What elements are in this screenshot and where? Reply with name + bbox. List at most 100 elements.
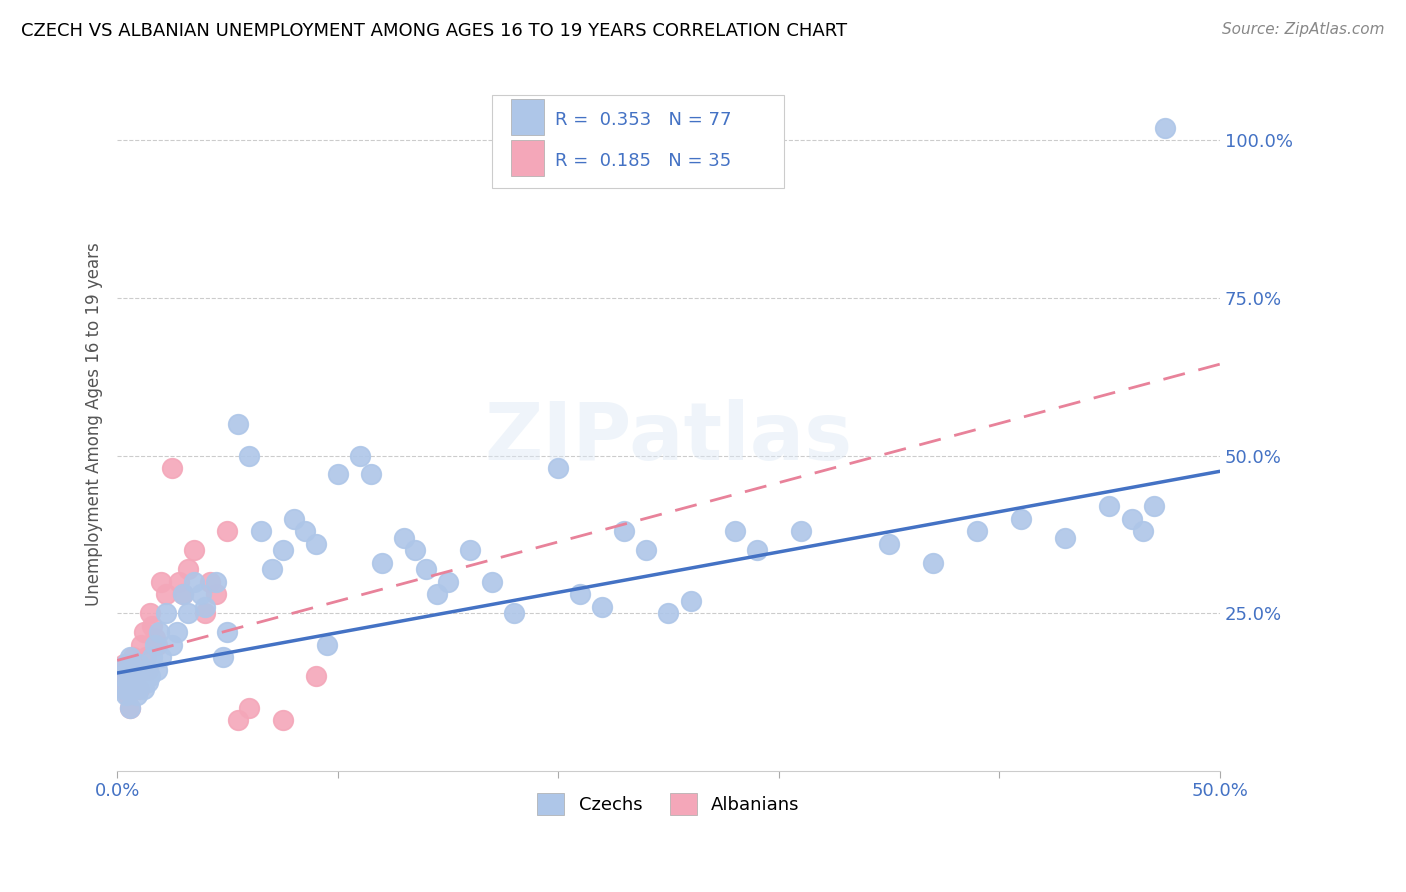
Point <box>966 524 988 539</box>
Bar <box>510 140 544 177</box>
Point <box>124 663 146 677</box>
Point <box>162 638 184 652</box>
Point <box>349 449 371 463</box>
Point <box>183 543 205 558</box>
Point <box>132 681 155 696</box>
Point <box>591 599 613 614</box>
Point <box>547 461 569 475</box>
Point <box>146 663 169 677</box>
Point <box>636 543 658 558</box>
Point <box>503 606 526 620</box>
Point <box>120 675 142 690</box>
Point <box>177 606 200 620</box>
Point <box>172 587 194 601</box>
Point <box>117 688 139 702</box>
Point <box>124 669 146 683</box>
Point <box>117 675 139 690</box>
Point <box>125 663 148 677</box>
Point <box>131 638 153 652</box>
Point <box>143 632 166 646</box>
Point <box>167 574 190 589</box>
Point <box>112 681 135 696</box>
Point <box>141 650 163 665</box>
Text: R =  0.353   N = 77: R = 0.353 N = 77 <box>555 111 731 129</box>
Point <box>217 524 239 539</box>
Point <box>238 449 260 463</box>
Point <box>228 713 250 727</box>
Point <box>115 663 138 677</box>
Point <box>128 681 150 696</box>
Point <box>238 700 260 714</box>
Point <box>146 638 169 652</box>
Point <box>177 562 200 576</box>
Point <box>271 543 294 558</box>
Point <box>437 574 460 589</box>
Point <box>190 587 212 601</box>
Point <box>115 688 138 702</box>
Bar <box>510 99 544 136</box>
Point <box>120 700 142 714</box>
Point <box>166 625 188 640</box>
Point <box>183 574 205 589</box>
Point <box>112 681 135 696</box>
Point <box>135 650 157 665</box>
Point <box>150 574 173 589</box>
Point <box>110 669 132 683</box>
Point <box>228 417 250 431</box>
Point <box>877 537 900 551</box>
Text: ZIPatlas: ZIPatlas <box>484 399 852 477</box>
Point <box>1153 120 1175 135</box>
Point <box>125 688 148 702</box>
Text: Source: ZipAtlas.com: Source: ZipAtlas.com <box>1222 22 1385 37</box>
Point <box>121 675 143 690</box>
Point <box>392 531 415 545</box>
Point <box>110 675 132 690</box>
Point <box>1121 511 1143 525</box>
Point <box>360 467 382 482</box>
Point <box>121 650 143 665</box>
Point <box>121 669 143 683</box>
Point <box>613 524 636 539</box>
Point <box>136 663 159 677</box>
Point <box>108 669 131 683</box>
Point <box>481 574 503 589</box>
Point <box>172 587 194 601</box>
Point <box>249 524 271 539</box>
Point <box>745 543 768 558</box>
Point <box>194 599 217 614</box>
Point <box>117 663 139 677</box>
Point <box>217 625 239 640</box>
Point <box>136 675 159 690</box>
Point <box>569 587 592 601</box>
Point <box>212 650 235 665</box>
Point <box>294 524 316 539</box>
Point <box>1132 524 1154 539</box>
Point <box>131 675 153 690</box>
Point <box>304 669 326 683</box>
Point <box>1054 531 1077 545</box>
Point <box>198 574 221 589</box>
Point <box>790 524 813 539</box>
Point <box>132 625 155 640</box>
Point <box>1010 511 1032 525</box>
Point <box>120 700 142 714</box>
Point <box>112 657 135 671</box>
Point <box>271 713 294 727</box>
Point <box>404 543 426 558</box>
Point <box>148 625 170 640</box>
Point <box>194 606 217 620</box>
Point <box>139 669 162 683</box>
Point <box>124 681 146 696</box>
Point <box>657 606 679 620</box>
Point <box>1098 499 1121 513</box>
Point <box>205 587 228 601</box>
Point <box>415 562 437 576</box>
Point <box>205 574 228 589</box>
Point <box>922 556 945 570</box>
Point <box>155 606 177 620</box>
Point <box>283 511 305 525</box>
Point <box>304 537 326 551</box>
Point <box>679 593 702 607</box>
Point <box>326 467 349 482</box>
FancyBboxPatch shape <box>492 95 785 188</box>
